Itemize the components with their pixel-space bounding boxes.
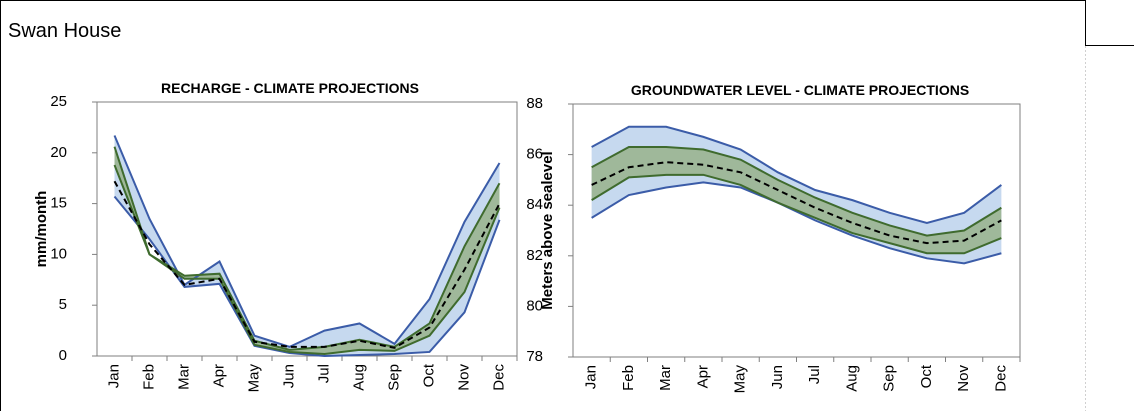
band-fill xyxy=(114,135,500,356)
x-tick-label: Sep xyxy=(385,364,402,391)
cell-title: Swan House xyxy=(8,20,122,42)
x-tick-label: Jun xyxy=(280,364,297,388)
x-tick-label: Nov xyxy=(455,364,472,391)
chart-title: GROUNDWATER LEVEL - CLIMATE PROJECTIONS xyxy=(630,82,970,98)
y-tick-label: 86 xyxy=(526,146,543,163)
x-tick-label: Sep xyxy=(881,365,898,392)
x-tick-label: Jul xyxy=(315,364,332,383)
series-line xyxy=(591,181,1002,265)
y-tick-label: 88 xyxy=(526,95,543,112)
y-tick-label: 15 xyxy=(50,195,67,212)
series-line xyxy=(591,125,1002,224)
chart-title: RECHARGE - CLIMATE PROJECTIONS xyxy=(161,80,419,96)
series-line xyxy=(113,164,501,355)
y-tick-label: 84 xyxy=(526,196,543,213)
series-line xyxy=(113,146,501,351)
y-axis-label: mm/month xyxy=(33,191,50,268)
x-tick-label: May xyxy=(245,364,262,393)
y-tick-label: 25 xyxy=(50,93,67,110)
y-tick-label: 20 xyxy=(50,144,67,161)
y-tick-label: 82 xyxy=(526,247,543,264)
x-tick-label: Dec xyxy=(490,364,507,391)
y-tick-label: 5 xyxy=(59,296,67,313)
band-fill xyxy=(591,147,1002,254)
x-tick-label: Dec xyxy=(992,365,1009,392)
series-line xyxy=(591,161,1002,245)
x-tick-label: Oct xyxy=(918,364,935,388)
x-tick-label: Jul xyxy=(806,365,823,384)
y-tick-label: 0 xyxy=(59,347,67,364)
series-line xyxy=(113,195,501,358)
series-line xyxy=(591,173,1002,255)
y-tick-label: 80 xyxy=(526,297,543,314)
x-tick-label: Nov xyxy=(955,365,972,392)
x-tick-label: Aug xyxy=(843,365,860,392)
series-line xyxy=(591,146,1002,237)
y-tick-label: 10 xyxy=(50,245,67,262)
x-tick-label: May xyxy=(732,365,749,394)
x-tick-label: Aug xyxy=(350,364,367,391)
y-axis-label: Meters above sealevel xyxy=(539,151,556,309)
x-tick-label: Feb xyxy=(620,365,637,391)
x-tick-label: Jan xyxy=(583,365,600,389)
x-tick-label: Apr xyxy=(210,364,227,387)
x-tick-label: Mar xyxy=(175,364,192,390)
x-tick-label: Jun xyxy=(769,365,786,389)
y-tick-label: 78 xyxy=(526,348,543,365)
x-tick-label: Feb xyxy=(140,364,157,390)
x-tick-label: Oct xyxy=(420,363,437,387)
x-tick-label: Jan xyxy=(105,364,122,388)
x-tick-label: Mar xyxy=(657,365,674,391)
x-tick-label: Apr xyxy=(694,365,711,388)
